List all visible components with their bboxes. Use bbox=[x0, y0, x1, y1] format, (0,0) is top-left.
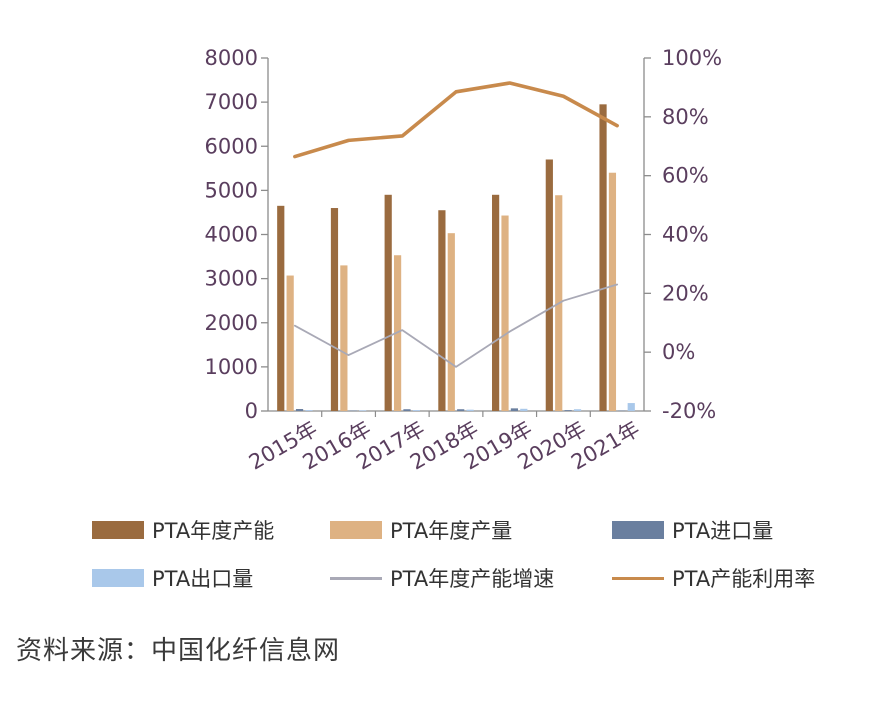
legend-swatch-utilization bbox=[612, 576, 664, 580]
left-tick-label: 6000 bbox=[205, 134, 258, 158]
bar-capacity bbox=[438, 210, 446, 411]
legend-item-growth: PTA年度产能增速 bbox=[330, 563, 554, 593]
source-note: 资料来源：中国化纤信息网 bbox=[16, 636, 341, 666]
bar-output bbox=[501, 215, 509, 411]
bar-export bbox=[520, 408, 528, 411]
bar-export bbox=[412, 410, 420, 411]
bar-import bbox=[564, 410, 572, 411]
legend-item-utilization: PTA产能利用率 bbox=[612, 563, 815, 593]
legend-label-growth: PTA年度产能增速 bbox=[390, 567, 555, 591]
line-utilization-rate bbox=[293, 81, 619, 159]
right-tick-label: -20% bbox=[662, 399, 716, 423]
legend-swatch-import bbox=[612, 521, 664, 539]
legend-swatch-growth bbox=[330, 576, 382, 580]
left-tick-label: 5000 bbox=[205, 178, 258, 202]
bar-capacity bbox=[330, 208, 339, 411]
bar-import bbox=[403, 409, 411, 411]
bar-export bbox=[573, 409, 582, 411]
legend-item-output: PTA年度产量 bbox=[330, 515, 512, 545]
right-tick-label: 40% bbox=[662, 223, 709, 247]
line-capacity-growth bbox=[293, 283, 619, 368]
left-tick-label: 4000 bbox=[205, 223, 258, 247]
left-tick-label: 1000 bbox=[205, 355, 258, 379]
legend-label-output: PTA年度产量 bbox=[390, 519, 513, 543]
legend-label-import: PTA进口量 bbox=[672, 519, 774, 543]
left-tick-label: 2000 bbox=[205, 311, 258, 335]
left-tick-label: 8000 bbox=[205, 46, 258, 70]
bar-export bbox=[359, 410, 367, 411]
bar-import bbox=[295, 409, 304, 411]
left-tick-label: 0 bbox=[245, 399, 258, 423]
bar-export bbox=[305, 410, 313, 411]
bars bbox=[277, 104, 635, 412]
lines bbox=[293, 81, 619, 368]
bar-import bbox=[349, 410, 357, 412]
legend-label-capacity: PTA年度产能 bbox=[152, 519, 275, 543]
legend-item-import: PTA进口量 bbox=[612, 515, 773, 545]
right-tick-label: 60% bbox=[662, 164, 709, 188]
bar-capacity bbox=[599, 104, 607, 412]
bar-capacity bbox=[277, 205, 285, 411]
legend: PTA年度产能 PTA年度产量 PTA进口量 PTA出口量 PTA年度产能增速 … bbox=[0, 505, 886, 605]
right-tick-label: 0% bbox=[662, 340, 695, 364]
bar-import bbox=[457, 409, 465, 411]
left-tick-label: 3000 bbox=[205, 267, 258, 291]
bar-output bbox=[340, 265, 348, 411]
legend-swatch-capacity bbox=[92, 521, 144, 539]
legend-swatch-output bbox=[330, 521, 382, 539]
legend-item-capacity: PTA年度产能 bbox=[92, 515, 274, 545]
right-tick-label: 80% bbox=[662, 105, 709, 129]
bar-output bbox=[608, 172, 617, 411]
right-tick-label: 100% bbox=[662, 46, 722, 70]
legend-label-utilization: PTA产能利用率 bbox=[672, 567, 816, 591]
bar-output bbox=[286, 275, 294, 411]
left-tick-label: 7000 bbox=[205, 90, 258, 114]
bar-capacity bbox=[492, 194, 500, 411]
axes bbox=[261, 57, 651, 417]
legend-swatch-export bbox=[92, 569, 144, 587]
bar-capacity bbox=[384, 194, 392, 411]
bar-import bbox=[618, 410, 626, 412]
legend-item-export: PTA出口量 bbox=[92, 563, 253, 593]
bar-export bbox=[466, 409, 474, 411]
legend-label-export: PTA出口量 bbox=[152, 567, 254, 591]
bar-export bbox=[627, 403, 635, 411]
right-tick-label: 20% bbox=[662, 281, 709, 305]
combo-chart: 0 1000 2000 3000 4000 5000 6000 7000 8000 -20% 0% 2… bbox=[205, 46, 723, 475]
bar-capacity bbox=[545, 159, 553, 411]
bar-import bbox=[510, 408, 519, 411]
bar-output bbox=[447, 233, 455, 411]
